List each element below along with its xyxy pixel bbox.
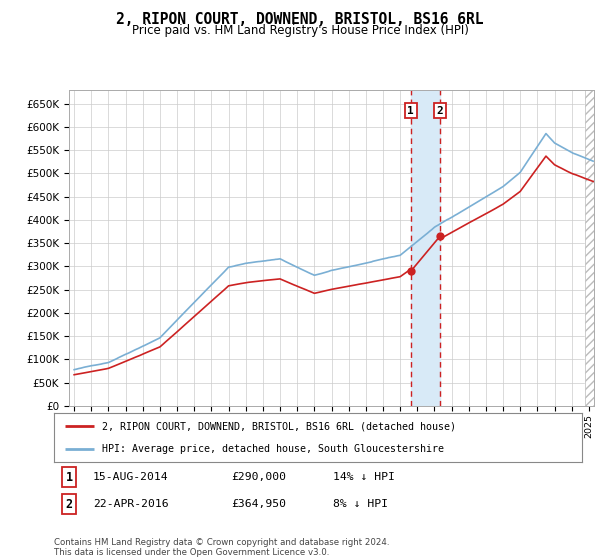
Text: 8% ↓ HPI: 8% ↓ HPI bbox=[333, 499, 388, 509]
Text: £290,000: £290,000 bbox=[231, 472, 286, 482]
Text: 22-APR-2016: 22-APR-2016 bbox=[93, 499, 169, 509]
Bar bbox=[411, 90, 440, 406]
Text: Contains HM Land Registry data © Crown copyright and database right 2024.
This d: Contains HM Land Registry data © Crown c… bbox=[54, 538, 389, 557]
Text: 2, RIPON COURT, DOWNEND, BRISTOL, BS16 6RL (detached house): 2, RIPON COURT, DOWNEND, BRISTOL, BS16 6… bbox=[101, 421, 455, 431]
Text: 2: 2 bbox=[436, 105, 443, 115]
Bar bbox=[584, 90, 594, 406]
Text: £364,950: £364,950 bbox=[231, 499, 286, 509]
Text: 1: 1 bbox=[407, 105, 414, 115]
Text: 14% ↓ HPI: 14% ↓ HPI bbox=[333, 472, 395, 482]
Text: 2, RIPON COURT, DOWNEND, BRISTOL, BS16 6RL: 2, RIPON COURT, DOWNEND, BRISTOL, BS16 6… bbox=[116, 12, 484, 27]
Text: Price paid vs. HM Land Registry's House Price Index (HPI): Price paid vs. HM Land Registry's House … bbox=[131, 24, 469, 37]
Text: HPI: Average price, detached house, South Gloucestershire: HPI: Average price, detached house, Sout… bbox=[101, 444, 443, 454]
Text: 15-AUG-2014: 15-AUG-2014 bbox=[93, 472, 169, 482]
Text: 1: 1 bbox=[65, 470, 73, 484]
Bar bbox=[584, 90, 594, 406]
Text: 2: 2 bbox=[65, 497, 73, 511]
